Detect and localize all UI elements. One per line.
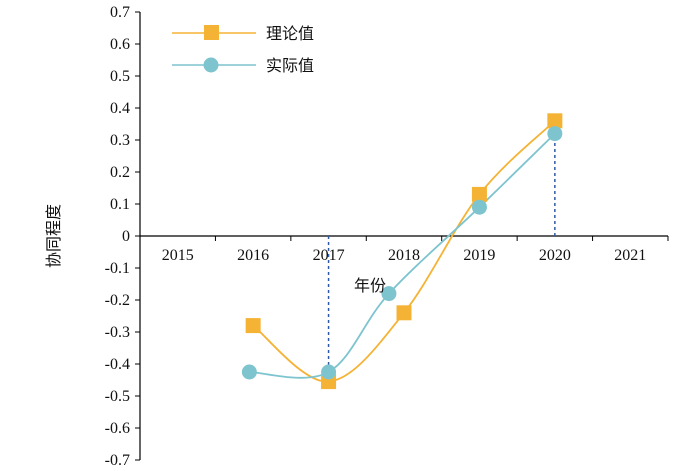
legend-item-actual: 实际值: [172, 56, 314, 75]
data-point-theoretical: [245, 318, 261, 334]
y-tick-label: 0.3: [110, 132, 130, 149]
data-point-actual: [241, 364, 257, 380]
x-tick-label: 2019: [463, 247, 495, 264]
y-tick-label: 0.4: [110, 100, 130, 117]
x-tick-label: 2018: [388, 247, 420, 264]
x-axis-label: 年份: [354, 276, 386, 295]
tick-labels: 0.7 0.6 0.5 0.4 0.3 0.2 0.1 0 -0.1 -0.2 -0.3 -0.4 -0…: [105, 4, 647, 469]
legend-marker-circle: [203, 57, 219, 73]
y-tick-label: -0.7: [105, 452, 130, 469]
data-point-theoretical: [396, 305, 412, 321]
series-markers: [241, 113, 563, 390]
data-point-actual: [321, 364, 337, 380]
x-tick-label: 2020: [539, 247, 571, 264]
data-point-actual: [381, 286, 397, 302]
x-tick-label: 2015: [162, 247, 194, 264]
data-point-actual: [471, 199, 487, 215]
y-tick-label: 0.1: [110, 196, 130, 213]
y-tick-label: -0.1: [105, 260, 130, 277]
legend-label-actual: 实际值: [266, 56, 314, 75]
x-tick-label: 2017: [313, 247, 345, 264]
data-point-theoretical: [547, 113, 563, 129]
y-tick-label: 0.5: [110, 68, 130, 85]
data-point-theoretical: [471, 186, 487, 202]
y-tick-label: -0.5: [105, 388, 130, 405]
y-tick-label: -0.2: [105, 292, 130, 309]
y-tick-label: 0.6: [110, 36, 130, 53]
axes: [135, 11, 669, 461]
data-point-actual: [547, 126, 563, 142]
y-axis-label: 协同程度: [44, 204, 63, 268]
legend-marker-square: [204, 25, 219, 40]
x-tick-label: 2016: [237, 247, 269, 264]
legend-item-theoretical: 理论值: [172, 24, 314, 43]
y-tick-label: 0: [122, 228, 130, 245]
y-tick-label: 0.2: [110, 164, 130, 181]
x-tick-label: 2021: [614, 247, 646, 264]
y-tick-label: 0.7: [110, 4, 130, 21]
legend-label-theoretical: 理论值: [266, 24, 314, 43]
y-tick-label: -0.3: [105, 324, 130, 341]
y-tick-label: -0.6: [105, 420, 130, 437]
y-tick-label: -0.4: [105, 356, 130, 373]
legend: 理论值 实际值: [172, 24, 314, 75]
reference-lines: [327, 120, 556, 382]
